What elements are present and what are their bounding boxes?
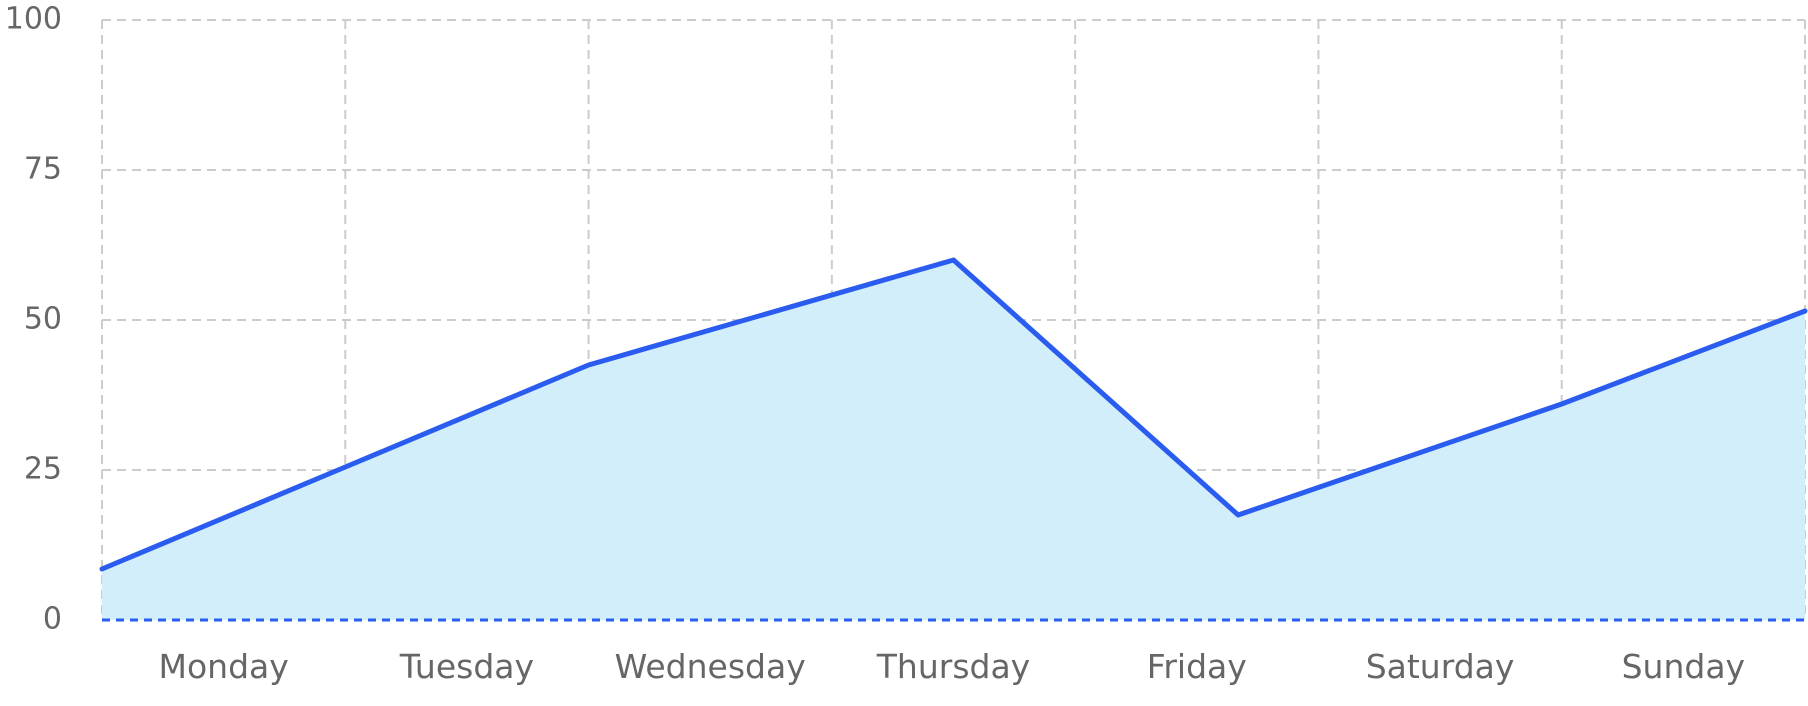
x-tick-label: Sunday: [1622, 647, 1745, 686]
x-tick-label: Monday: [159, 647, 289, 686]
x-axis: Monday Tuesday Wednesday Thursday Friday Satu…: [159, 647, 1746, 686]
series-line: [99, 257, 1808, 572]
line-layer: [99, 257, 1808, 572]
area-layer: [102, 260, 1805, 622]
x-tick-label: Friday: [1147, 647, 1247, 686]
y-tick-label: 50: [24, 302, 62, 337]
y-tick-label: 25: [24, 452, 62, 487]
x-tick-label: Wednesday: [615, 647, 806, 686]
x-tick-label: Tuesday: [399, 647, 534, 686]
x-tick-label: Saturday: [1366, 647, 1515, 686]
series-area: [102, 260, 1805, 620]
y-tick-label: 75: [24, 152, 62, 187]
y-axis: 0 25 50 75 100: [5, 2, 62, 637]
y-tick-label: 100: [5, 2, 62, 37]
x-tick-label: Thursday: [876, 647, 1030, 686]
y-tick-label: 0: [43, 602, 62, 637]
